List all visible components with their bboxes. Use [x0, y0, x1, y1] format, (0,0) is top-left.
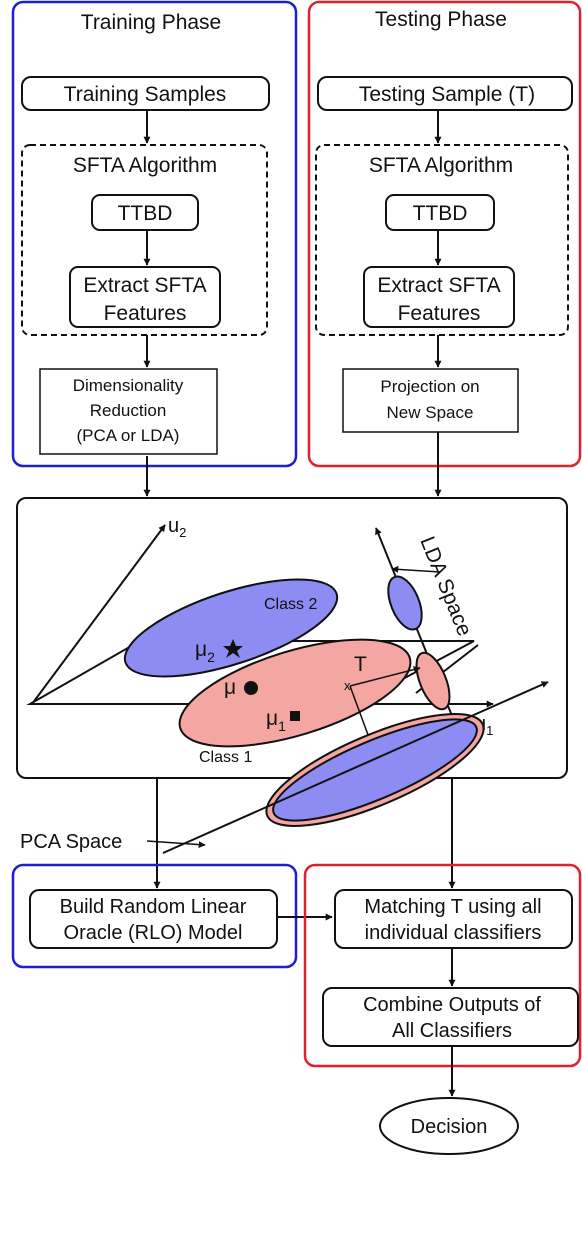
projection-line1: Projection on	[380, 377, 479, 396]
combine-box	[322, 987, 579, 1047]
dim-reduction-line2: Reduction	[90, 401, 167, 420]
testing-sfta-group	[315, 144, 569, 336]
training-extract-line2: Features	[104, 302, 187, 325]
decision-node	[379, 1097, 519, 1155]
dim-reduction-line3: (PCA or LDA)	[77, 426, 180, 445]
training-extract-box	[69, 266, 221, 328]
u2-axis-label: u2	[168, 515, 186, 540]
training-sfta-title: SFTA Algorithm	[73, 154, 217, 177]
lda-class2-projection	[387, 575, 423, 631]
dim-reduction-line1: Dimensionality	[73, 376, 184, 395]
testing-extract-line2: Features	[398, 302, 481, 325]
mu2-star-icon	[223, 639, 243, 658]
testing-extract-line1: Extract SFTA	[377, 274, 500, 297]
decision-label: Decision	[411, 1116, 488, 1138]
projection-line2: New Space	[387, 403, 474, 422]
projection-box	[342, 368, 519, 433]
combine-line2: All Classifiers	[392, 1020, 512, 1042]
testing-extract-box	[363, 266, 515, 328]
combine-line1: Combine Outputs of	[363, 994, 541, 1016]
lda-class1-projection	[415, 651, 451, 711]
rlo-box	[29, 889, 278, 949]
training-samples-box	[21, 76, 270, 111]
training-ttbd-label: TTBD	[118, 202, 173, 225]
class1-ellipse	[178, 638, 412, 748]
decision-panel	[303, 863, 582, 1068]
test-sample-mark: x	[344, 678, 351, 693]
class2-ellipse	[123, 578, 339, 678]
rlo-line2: Oracle (RLO) Model	[64, 922, 243, 944]
matching-line1: Matching T using all	[364, 896, 541, 918]
testing-phase-title: Testing Phase	[375, 8, 507, 31]
testing-ttbd-label: TTBD	[413, 202, 468, 225]
training-phase-panel	[11, 0, 298, 468]
class1-label: Class 1	[199, 749, 252, 766]
matching-box	[334, 889, 573, 949]
training-ttbd-box	[91, 194, 199, 231]
mu2-label: μ2	[195, 638, 215, 665]
pca-axis-line	[162, 681, 549, 854]
lda-space-label: LDA Space	[415, 533, 476, 639]
testing-sample-box	[317, 76, 573, 111]
mu-label: μ	[224, 676, 236, 699]
pca-label-arrow	[146, 840, 206, 849]
pca-class2-projection	[272, 718, 478, 822]
lda-axis-line	[375, 527, 464, 744]
global-mean-dot-icon	[244, 681, 258, 695]
mu1-square-icon	[290, 711, 300, 721]
matching-line2: individual classifiers	[365, 922, 542, 944]
mu1-label: μ1	[266, 707, 286, 734]
testing-sample-label: Testing Sample (T)	[359, 83, 535, 106]
dim-reduction-box	[39, 368, 218, 455]
training-phase-title: Training Phase	[81, 11, 221, 34]
lda-label-arrow	[391, 565, 441, 573]
test-sample-label: T	[354, 653, 367, 676]
testing-ttbd-box	[385, 194, 495, 231]
training-sfta-group	[21, 144, 268, 336]
training-extract-line1: Extract SFTA	[83, 274, 206, 297]
pca-space-label: PCA Space	[20, 831, 122, 853]
t-to-lda-arrow	[349, 666, 421, 687]
class2-label: Class 2	[264, 596, 317, 613]
rlo-line1: Build Random Linear	[60, 896, 247, 918]
testing-sfta-title: SFTA Algorithm	[369, 154, 513, 177]
training-samples-label: Training Samples	[64, 83, 227, 106]
testing-phase-panel	[307, 0, 582, 468]
u2-axis	[31, 524, 166, 705]
